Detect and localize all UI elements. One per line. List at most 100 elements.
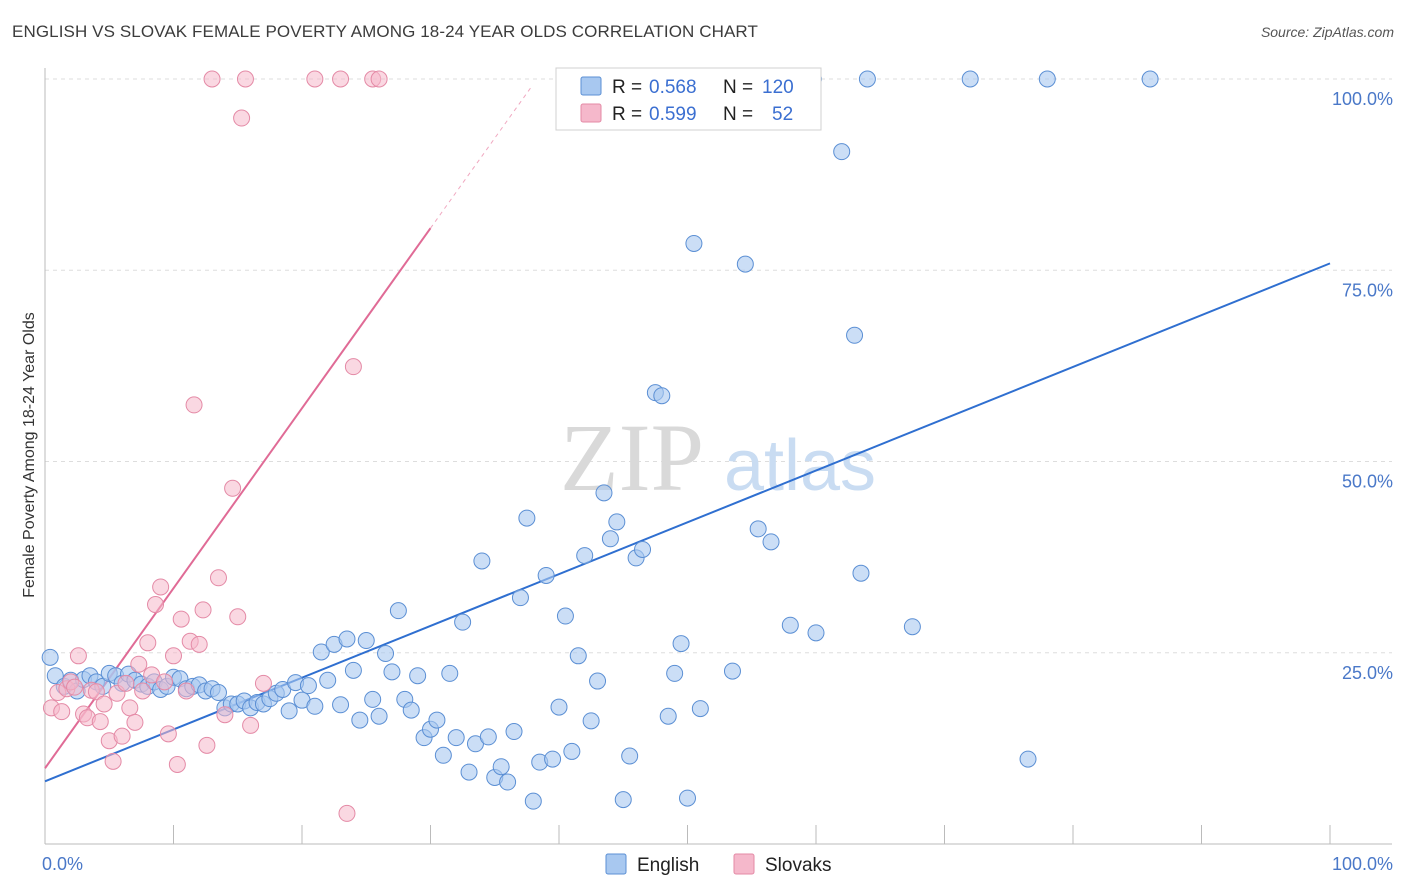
english-point — [563, 742, 581, 760]
slovak-point — [113, 727, 131, 745]
english-point — [319, 671, 337, 689]
slovak-point — [236, 70, 254, 88]
english-point — [852, 564, 870, 582]
english-point — [601, 530, 619, 548]
english-point — [518, 509, 536, 527]
slovak-point — [185, 396, 203, 414]
english-stats-swatch — [580, 76, 602, 96]
english-point — [608, 513, 626, 531]
legend-slovaks-label: Slovaks — [765, 855, 832, 876]
english-point — [833, 143, 851, 161]
slovak-point — [117, 674, 135, 692]
slovak-point — [104, 752, 122, 770]
slovak-point — [147, 596, 165, 614]
english-point — [595, 484, 613, 502]
english-point — [1038, 70, 1056, 88]
english-point — [351, 711, 369, 729]
slovak-point — [168, 755, 186, 773]
english-point — [357, 632, 375, 650]
stats-legend: R = 0.568 N = 120 R = 0.599 N = 52 — [555, 67, 822, 131]
slovak-r-value: 0.599 — [649, 104, 697, 125]
english-point — [409, 667, 427, 685]
watermark: ZIP atlas — [560, 404, 876, 511]
slovak-point — [87, 683, 105, 701]
english-point — [511, 589, 529, 607]
y-tick-label: 25.0% — [1342, 663, 1393, 683]
english-point — [749, 520, 767, 538]
english-point — [807, 624, 825, 642]
english-point — [454, 613, 472, 631]
data-points — [41, 70, 1159, 822]
slovak-point — [53, 703, 71, 721]
english-point — [460, 763, 478, 781]
chart-title: ENGLISH VS SLOVAK FEMALE POVERTY AMONG 1… — [12, 22, 758, 41]
english-point — [858, 70, 876, 88]
english-point — [505, 723, 523, 741]
english-point — [370, 707, 388, 725]
english-point — [492, 758, 510, 776]
english-point — [306, 697, 324, 715]
grid-lines — [45, 78, 1392, 654]
slovak-point — [121, 699, 139, 717]
english-point — [344, 661, 362, 679]
slovak-point — [306, 70, 324, 88]
slovak-point — [126, 713, 144, 731]
english-point — [280, 702, 298, 720]
english-point — [659, 707, 677, 725]
slovak-point — [134, 682, 152, 700]
slovak-point — [156, 673, 174, 691]
slovak-point — [370, 70, 388, 88]
english-point — [209, 684, 227, 702]
english-point — [1019, 750, 1037, 768]
slovak-point — [229, 608, 247, 626]
slovak-point — [165, 647, 182, 665]
english-point — [576, 547, 594, 565]
english-point — [672, 635, 690, 653]
english-r-label: R = — [612, 77, 642, 98]
english-point — [556, 607, 574, 625]
english-point — [614, 791, 632, 809]
slovak-point — [344, 358, 362, 376]
slovak-point — [254, 674, 272, 692]
slovak-point — [194, 601, 212, 619]
slovak-point — [332, 70, 350, 88]
english-point — [634, 540, 652, 558]
english-point — [666, 664, 684, 682]
english-point — [332, 696, 350, 714]
y-tick-label: 100.0% — [1332, 89, 1393, 109]
slovak-trend-extension — [430, 85, 533, 229]
english-point — [736, 255, 754, 273]
english-n-value: 120 — [762, 77, 794, 98]
slovak-point — [224, 479, 242, 497]
slovak-stats-swatch — [580, 103, 602, 123]
axes — [44, 68, 1392, 845]
english-point — [550, 698, 568, 716]
x-tick-label: 0.0% — [42, 854, 83, 874]
slovak-point — [139, 634, 157, 652]
english-point — [903, 618, 921, 636]
slovak-point — [130, 655, 148, 673]
english-point — [338, 630, 356, 648]
english-point — [589, 672, 607, 690]
english-point — [544, 750, 562, 768]
english-point — [762, 533, 780, 551]
english-point — [1141, 70, 1159, 88]
english-point — [691, 700, 709, 718]
slovak-r-label: R = — [612, 104, 642, 125]
slovak-point — [198, 736, 216, 754]
english-point — [312, 643, 330, 661]
watermark-atlas: atlas — [724, 426, 876, 506]
slovak-point — [95, 695, 113, 713]
english-point — [537, 566, 555, 584]
slovak-point — [69, 647, 87, 665]
slovak-n-value: 52 — [772, 104, 793, 125]
slovak-point — [338, 804, 356, 822]
english-point — [653, 387, 671, 405]
english-point — [846, 326, 864, 344]
english-point — [299, 677, 317, 695]
slovak-point — [152, 578, 170, 596]
english-point — [402, 701, 420, 719]
source-label: Source: ZipAtlas.com — [1260, 24, 1394, 40]
slovak-point — [66, 678, 84, 696]
